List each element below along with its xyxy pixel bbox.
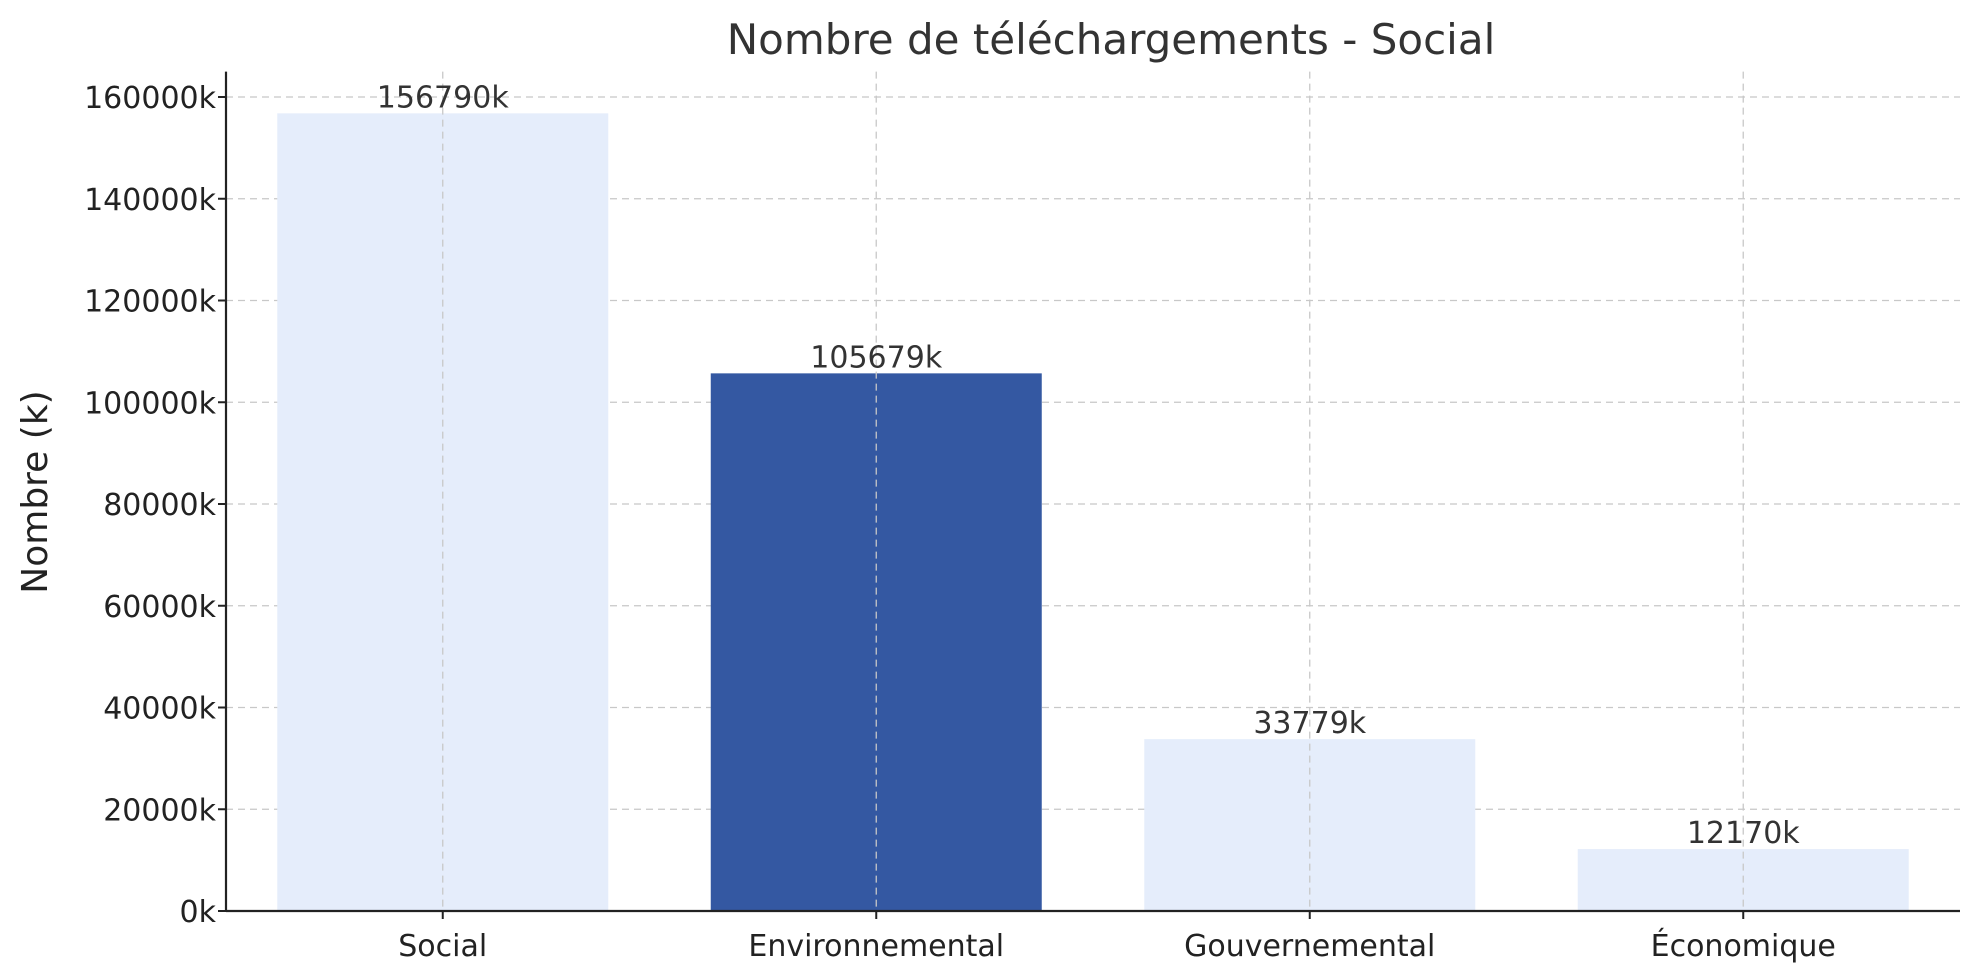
- y-tick-label: 0k: [180, 895, 217, 930]
- x-tick-label: Environnemental: [748, 929, 1004, 964]
- y-tick-label: 140000k: [84, 183, 217, 218]
- axes: [218, 71, 1960, 919]
- x-tick-label: Social: [398, 929, 487, 964]
- x-tick-label: Économique: [1651, 928, 1836, 964]
- y-tick-label: 60000k: [103, 590, 216, 625]
- tick-labels: 0k 20000k 40000k 60000k 80000k 100000k 120000k…: [84, 81, 1836, 964]
- y-axis-label: Nombre (k): [15, 390, 56, 593]
- bars: [277, 113, 1909, 911]
- data-labels: 156790k 105679k 33779k 12170k: [377, 80, 1800, 851]
- vertical-grid: [442, 71, 1744, 911]
- data-label: 156790k: [377, 80, 510, 115]
- y-tick-label: 40000k: [103, 692, 216, 727]
- chart-title: Nombre de téléchargements - Social: [727, 15, 1495, 64]
- data-label: 105679k: [810, 340, 943, 375]
- y-tick-label: 100000k: [84, 386, 217, 421]
- y-tick-label: 20000k: [103, 793, 216, 828]
- y-tick-label: 80000k: [103, 488, 216, 523]
- data-label: 33779k: [1253, 706, 1366, 741]
- x-tick-label: Gouvernemental: [1184, 929, 1435, 964]
- data-label: 12170k: [1687, 816, 1800, 851]
- y-tick-label: 120000k: [84, 285, 217, 320]
- y-tick-label: 160000k: [84, 81, 217, 116]
- bar-2: [1144, 739, 1476, 911]
